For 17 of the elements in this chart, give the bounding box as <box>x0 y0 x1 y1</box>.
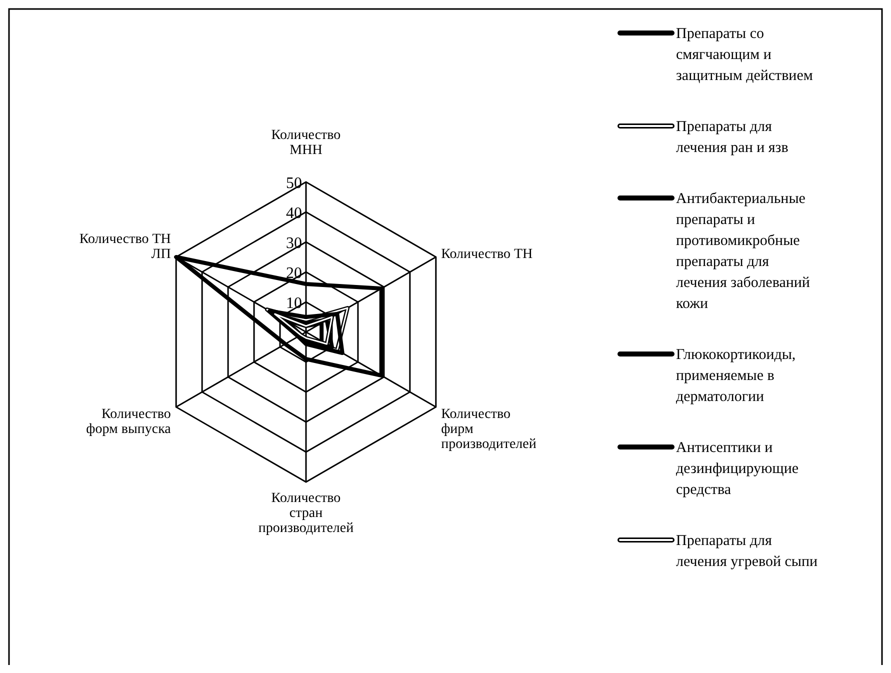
y-tick-label: 10 <box>286 295 302 312</box>
spoke-label: Количество фирм производителей <box>441 407 537 452</box>
spoke-label: Количество форм выпуска <box>86 407 172 437</box>
y-tick-label: 50 <box>286 175 302 192</box>
legend-label: Глюкокортикоиды, применяемые в дерматологии <box>676 347 796 405</box>
spoke-label: Количество МНН <box>271 128 341 158</box>
spoke-label: Количество ТН <box>441 247 533 262</box>
spoke-label: Количество ТН ЛП <box>79 232 171 262</box>
y-tick-label: 40 <box>286 205 302 222</box>
spoke-label: Количество стран производителей <box>258 491 354 536</box>
legend-label: Антисептики и дезинфицирующие средства <box>676 440 799 498</box>
y-tick-label: 30 <box>286 235 302 252</box>
legend-label: Антибактериальные препараты и противомикробные препараты для лечения заболеваний кожи <box>676 191 810 312</box>
legend-label: Препараты со смягчающим и защитным действием <box>676 26 814 84</box>
legend-label: Препараты для лечения ран и язв <box>676 119 788 156</box>
y-tick-label: 20 <box>286 265 302 282</box>
legend-label: Препараты для лечения угревой сыпи <box>676 533 818 570</box>
